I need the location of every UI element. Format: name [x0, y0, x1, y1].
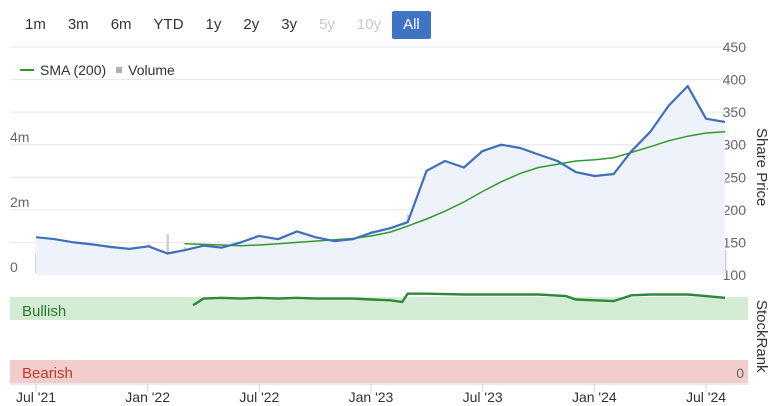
legend: SMA (200) Volume [20, 62, 175, 78]
price-tick-label: 150 [723, 234, 747, 250]
x-tick-label: Jul '22 [239, 389, 279, 405]
bullish-band [10, 297, 748, 320]
range-button-ytd[interactable]: YTD [153, 16, 184, 33]
range-button-10y: 10y [356, 16, 382, 33]
volume-legend-label[interactable]: Volume [128, 62, 175, 78]
bearish-band [10, 360, 748, 383]
range-button-3y[interactable]: 3y [281, 16, 298, 33]
price-axis-title: Share Price [753, 128, 770, 206]
bullish-label: Bullish [22, 303, 66, 320]
volume-bar [723, 250, 727, 273]
x-tick-label: Jul '21 [16, 389, 56, 405]
price-tick-label: 250 [723, 169, 747, 185]
range-button-6m[interactable]: 6m [110, 16, 132, 33]
range-button-5y: 5y [319, 16, 335, 33]
range-button-3m[interactable]: 3m [67, 16, 89, 33]
range-button-1m[interactable]: 1m [25, 16, 46, 33]
stockrank-axis-title: StockRank [753, 300, 770, 373]
range-button-all[interactable]: All [392, 11, 431, 39]
price-area [36, 86, 725, 275]
price-tick-label: 450 [723, 39, 747, 55]
range-selector: 1m 3m 6m YTD 1y 2y 3y 5y 10y All [14, 11, 431, 39]
price-line [35, 85, 726, 255]
volume-tick-label: 2m [10, 194, 29, 210]
volume-legend-swatch [116, 67, 123, 73]
x-tick-label: Jan '24 [572, 389, 617, 405]
stockrank-zero-label: 0 [736, 365, 744, 381]
sma-line [184, 130, 726, 247]
x-tick-label: Jan '23 [349, 389, 394, 405]
range-button-1y[interactable]: 1y [205, 16, 222, 33]
bearish-label: Bearish [22, 365, 73, 382]
price-tick-label: 400 [723, 72, 747, 88]
x-tick-label: Jan '22 [125, 389, 170, 405]
price-tick-label: 200 [723, 202, 747, 218]
price-tick-label: 100 [723, 267, 747, 283]
x-tick-label: Jul '24 [686, 389, 726, 405]
volume-tick-label: 0 [10, 259, 18, 275]
price-tick-label: 350 [723, 104, 747, 120]
stockrank-line [192, 292, 726, 307]
sma-legend-swatch [20, 69, 34, 71]
price-tick-label: 300 [723, 137, 747, 153]
sma-legend-label[interactable]: SMA (200) [40, 62, 107, 78]
volume-tick-label: 4m [10, 129, 29, 145]
x-tick-label: Jul '23 [463, 389, 503, 405]
range-button-2y[interactable]: 2y [243, 16, 260, 33]
